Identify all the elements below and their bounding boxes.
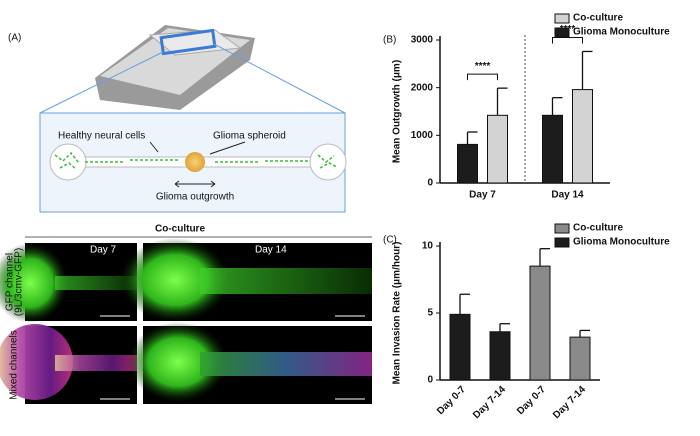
bar — [542, 114, 563, 184]
y-tick-label: 5 — [427, 308, 433, 319]
zoom-line — [39, 51, 164, 114]
y-tick-label: 0 — [427, 375, 433, 386]
diagram-label: Glioma spheroid — [213, 131, 286, 142]
legend-label: Co-culture — [573, 13, 623, 24]
legend-label: Co-culture — [573, 223, 623, 234]
y-tick-label: 2000 — [411, 82, 434, 93]
y-tick-label: 10 — [422, 241, 434, 252]
images-title: Co-culture — [155, 224, 205, 235]
panel-label: (B) — [383, 35, 396, 46]
legend-swatch — [554, 237, 570, 248]
image-row-label: (9L/3cmv-GFP) — [14, 248, 25, 316]
significance-bracket — [467, 73, 498, 81]
image-row-label: Mixed channels — [9, 330, 20, 399]
zoom-line — [213, 43, 346, 114]
x-tick-label: Day 0-7 — [515, 384, 548, 417]
channel — [49, 143, 347, 181]
significance-bracket — [552, 36, 583, 44]
legend-swatch — [554, 223, 570, 234]
legend-label: Glioma Monoculture — [573, 237, 670, 248]
x-tick-label: Day 7 — [469, 190, 496, 201]
diagram-label: Glioma outgrowth — [156, 192, 234, 203]
x-tick-label: Day 7-14 — [471, 384, 508, 421]
x-tick-label: Day 0-7 — [435, 384, 468, 417]
bar — [572, 89, 593, 184]
device-photo — [95, 25, 255, 110]
significance-label: **** — [475, 61, 491, 72]
x-tick-label: Day 14 — [551, 190, 584, 201]
legend-label: Glioma Monoculture — [573, 27, 670, 38]
y-tick-label: 3000 — [411, 35, 434, 46]
bar — [569, 336, 591, 381]
bar — [449, 313, 471, 381]
panel-label: (A) — [8, 33, 21, 44]
image-column-label: Day 14 — [255, 245, 287, 256]
bar — [529, 265, 551, 381]
legend-swatch — [554, 13, 570, 24]
bar — [489, 331, 511, 381]
y-axis-label: Mean Invasion Rate (μm/hour) — [392, 242, 403, 385]
y-tick-label: 0 — [427, 178, 433, 189]
bar — [487, 114, 508, 184]
image-row-label: GFP channel — [5, 253, 16, 311]
panel-label: (C) — [383, 235, 397, 246]
legend-swatch — [554, 27, 570, 38]
image-column-label: Day 7 — [90, 245, 117, 256]
x-tick-label: Day 7-14 — [551, 384, 588, 421]
diagram-label: Healthy neural cells — [58, 131, 145, 142]
micrographs — [0, 238, 372, 404]
y-axis-label: Mean Outgrowth (μm) — [392, 60, 403, 163]
arrows — [149, 141, 246, 188]
bar — [457, 143, 478, 184]
y-tick-label: 1000 — [411, 130, 434, 141]
